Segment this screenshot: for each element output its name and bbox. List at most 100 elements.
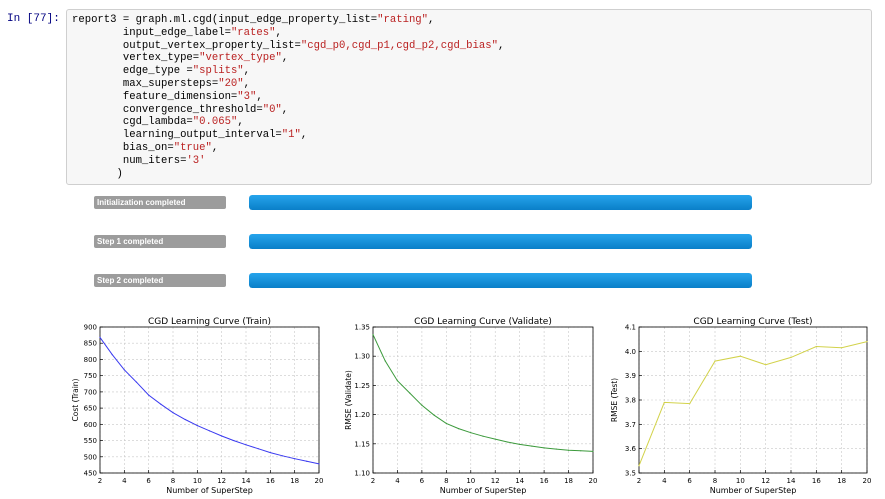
- code-line: convergence_threshold="0",: [72, 104, 504, 117]
- code-string: "rating": [377, 14, 429, 26]
- data-point: [543, 447, 545, 449]
- data-point: [281, 455, 284, 457]
- code-line: input_edge_label="rates",: [72, 27, 504, 40]
- data-point: [580, 450, 582, 452]
- data-point: [663, 401, 665, 404]
- y-tick-label: 1.10: [354, 470, 370, 478]
- y-tick-label: 4.1: [625, 324, 636, 332]
- code-string: "1": [281, 129, 301, 142]
- y-tick-label: 600: [84, 421, 97, 429]
- code-token: num_iters=: [72, 154, 187, 167]
- data-point: [421, 404, 423, 406]
- data-point: [123, 369, 125, 371]
- y-tick-label: 1.25: [354, 382, 370, 390]
- data-point: [135, 381, 138, 383]
- progress-bar-fill: [249, 234, 752, 249]
- chart-title: CGD Learning Curve (Test): [693, 317, 812, 327]
- x-tick-label: 18: [290, 477, 299, 485]
- code-string: "0": [262, 103, 282, 116]
- x-tick-label: 20: [315, 477, 324, 485]
- x-tick-label: 12: [491, 477, 500, 485]
- code-cell[interactable]: report3 = graph.ml.cgd(input_edge_proper…: [66, 9, 872, 185]
- data-point: [384, 360, 386, 362]
- code-line: num_iters='3': [72, 155, 504, 168]
- x-tick-label: 10: [736, 477, 745, 485]
- x-tick-label: 10: [193, 477, 202, 485]
- data-point: [815, 345, 817, 348]
- data-point: [555, 448, 557, 450]
- x-tick-label: 12: [217, 477, 226, 485]
- code-line: vertex_type="vertex_type",: [72, 52, 504, 65]
- series-line: [638, 341, 868, 466]
- data-point: [208, 430, 211, 432]
- x-tick-label: 14: [787, 477, 796, 485]
- data-point: [372, 333, 374, 336]
- progress-label: Initialization completed: [94, 196, 226, 209]
- code-token: max_supersteps=: [72, 77, 219, 90]
- progress-bar-fill: [249, 195, 752, 210]
- code-token: ,: [497, 39, 505, 52]
- data-point: [739, 355, 741, 357]
- code-token: ,: [256, 90, 263, 103]
- data-point: [318, 463, 320, 465]
- code-token: learning_output_interval=: [72, 129, 282, 142]
- progress-bar: [249, 195, 752, 210]
- data-point: [519, 443, 521, 445]
- data-point: [494, 438, 496, 440]
- plot-area: [100, 327, 319, 473]
- data-point: [531, 445, 533, 447]
- code-line: output_vertex_property_list="cgd_p0,cgd_…: [72, 40, 504, 53]
- x-tick-label: 14: [515, 477, 524, 485]
- x-tick-label: 4: [662, 477, 667, 485]
- y-tick-label: 900: [84, 324, 97, 332]
- chart-title: CGD Learning Curve (Validate): [414, 317, 552, 327]
- data-point: [172, 412, 174, 414]
- data-point: [257, 448, 259, 450]
- code-string: "20": [218, 77, 244, 90]
- y-tick-label: 1.30: [354, 353, 370, 361]
- code-line: learning_output_interval="1",: [72, 129, 504, 142]
- y-tick-label: 1.15: [354, 440, 370, 448]
- learning-curve-chart: 2 4 6 8 10 12 14 16 18 20 3.5 3.6 3.7 3.8 3.9 4.0 4.1 CGD…: [610, 317, 872, 495]
- input-prompt: In [77]:: [7, 13, 60, 25]
- data-point: [470, 432, 472, 434]
- code-token: ,: [281, 103, 289, 116]
- data-point: [196, 425, 198, 427]
- code-token: ,: [300, 129, 308, 142]
- code-string: "vertex_type": [199, 52, 282, 65]
- data-point: [445, 422, 447, 424]
- data-point: [269, 451, 271, 454]
- code-line: cgd_lambda="0.065",: [72, 116, 504, 129]
- x-tick-label: 4: [122, 477, 127, 485]
- y-tick-label: 500: [84, 453, 97, 461]
- y-tick-label: 1.35: [354, 324, 370, 332]
- x-tick-label: 20: [863, 477, 872, 485]
- code-token: cgd_lambda=: [72, 116, 193, 129]
- x-tick-label: 2: [371, 477, 375, 485]
- data-point: [111, 353, 113, 356]
- data-point: [506, 441, 509, 443]
- data-point: [790, 356, 792, 359]
- x-tick-label: 18: [837, 477, 846, 485]
- code-token: ): [72, 167, 123, 180]
- code-token: ,: [243, 65, 251, 78]
- code-editor[interactable]: report3 = graph.ml.cgd(input_edge_proper…: [72, 14, 504, 180]
- progress-label: Step 1 completed: [94, 235, 226, 248]
- y-axis-label: RMSE (Validate): [344, 370, 353, 430]
- x-axis-label: Number of SuperStep: [166, 486, 253, 495]
- code-line: ): [72, 168, 504, 181]
- y-axis-label: RMSE (Test): [610, 378, 619, 422]
- learning-curve-chart: 2 4 6 8 10 12 14 16 18 20 450 500 550 600 650 700 750 800…: [71, 317, 324, 495]
- progress-bar: [249, 273, 752, 288]
- x-tick-label: 18: [564, 477, 573, 485]
- code-line: feature_dimension="3",: [72, 91, 504, 104]
- progress-label: Step 2 completed: [94, 274, 226, 287]
- code-token: report3 = graph.ml.cgd(input_edge_proper…: [72, 14, 378, 26]
- x-tick-label: 16: [266, 477, 275, 485]
- x-tick-label: 2: [98, 477, 102, 485]
- code-token: ,: [211, 141, 219, 154]
- x-tick-label: 10: [466, 477, 475, 485]
- data-point: [567, 449, 570, 451]
- data-point: [148, 394, 150, 396]
- x-tick-label: 16: [540, 477, 549, 485]
